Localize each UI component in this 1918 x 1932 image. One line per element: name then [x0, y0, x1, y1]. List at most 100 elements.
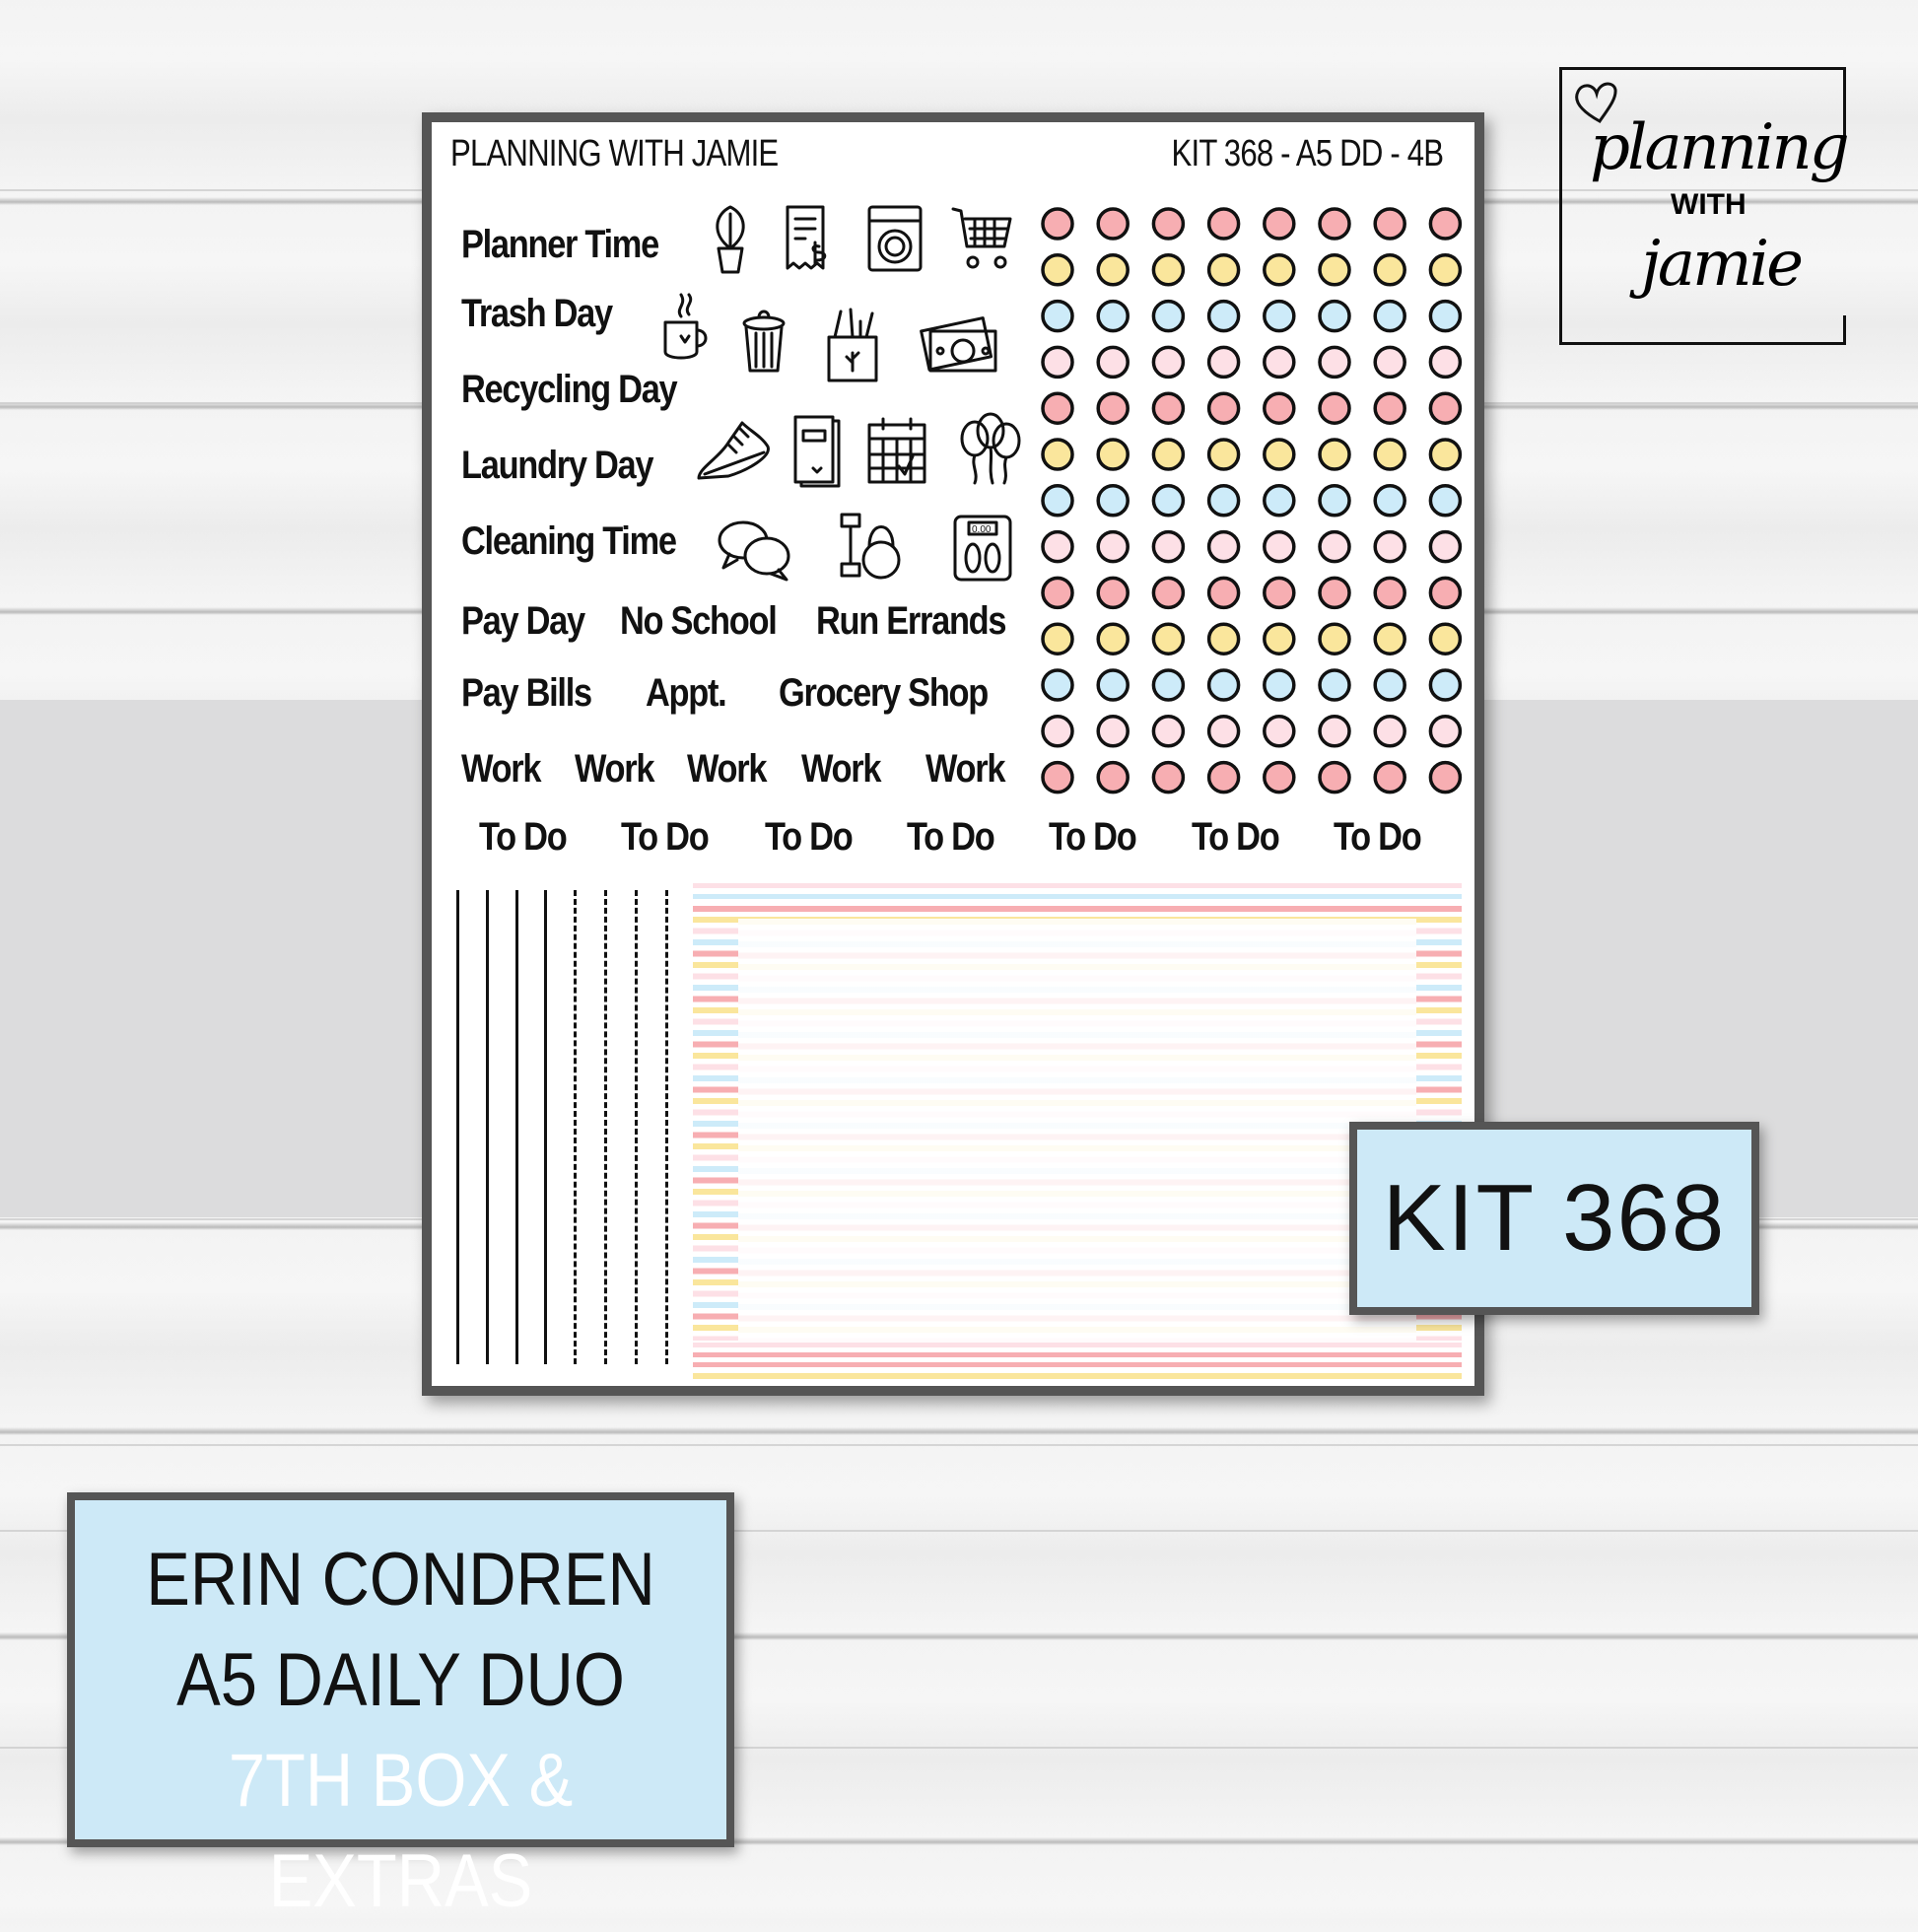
dot-sticker-light-pink[interactable]	[1428, 529, 1463, 564]
dot-sticker-light-pink[interactable]	[1041, 345, 1074, 380]
dot-sticker-blue[interactable]	[1428, 299, 1463, 333]
dot-sticker-light-pink[interactable]	[1263, 529, 1296, 564]
sticker-label[interactable]: Pay Bills	[461, 671, 592, 715]
dot-sticker-pink[interactable]	[1041, 576, 1074, 610]
dot-sticker-yellow[interactable]	[1318, 438, 1351, 471]
coffee-mug-icon[interactable]	[663, 293, 708, 360]
dot-sticker-yellow[interactable]	[1151, 253, 1186, 287]
trash-can-icon[interactable]	[742, 310, 786, 373]
dot-sticker-yellow[interactable]	[1206, 438, 1241, 471]
sticker-label[interactable]: Cleaning Time	[461, 519, 677, 563]
dot-sticker-pink[interactable]	[1041, 207, 1074, 241]
dot-sticker-light-pink[interactable]	[1206, 345, 1241, 380]
dot-sticker-yellow[interactable]	[1263, 622, 1296, 656]
sticker-label[interactable]: Planner Time	[461, 223, 659, 266]
sticker-label[interactable]: To Do	[1192, 815, 1280, 859]
dot-sticker-pink[interactable]	[1096, 391, 1130, 425]
dot-sticker-light-pink[interactable]	[1206, 715, 1241, 748]
sticker-label[interactable]: Trash Day	[461, 292, 613, 335]
dot-sticker-yellow[interactable]	[1318, 622, 1351, 656]
sticker-label[interactable]: Pay Day	[461, 599, 585, 643]
dot-sticker-blue[interactable]	[1096, 668, 1130, 702]
dot-sticker-pink[interactable]	[1373, 576, 1406, 610]
dot-sticker-pink[interactable]	[1096, 576, 1130, 610]
grocery-bag-icon[interactable]	[827, 308, 878, 382]
speech-bubbles-icon[interactable]	[718, 520, 790, 582]
sticker-label[interactable]: To Do	[907, 815, 995, 859]
dashed-line-sticker[interactable]	[635, 890, 638, 1364]
dot-sticker-blue[interactable]	[1263, 484, 1296, 518]
balloons-icon[interactable]	[960, 412, 1021, 485]
dot-sticker-pink[interactable]	[1428, 760, 1463, 794]
dot-sticker-yellow[interactable]	[1206, 622, 1241, 656]
dot-sticker-light-pink[interactable]	[1263, 715, 1296, 748]
dot-sticker-light-pink[interactable]	[1373, 715, 1406, 748]
dot-sticker-light-pink[interactable]	[1373, 529, 1406, 564]
dot-sticker-light-pink[interactable]	[1318, 715, 1351, 748]
dot-sticker-blue[interactable]	[1041, 668, 1074, 702]
solid-line-sticker[interactable]	[486, 890, 489, 1364]
dot-sticker-blue[interactable]	[1151, 484, 1186, 518]
bathroom-scale-icon[interactable]: 0.00	[953, 515, 1012, 582]
sneaker-icon[interactable]	[697, 421, 770, 480]
sticker-label[interactable]: Work	[801, 747, 882, 791]
dot-sticker-yellow[interactable]	[1373, 253, 1406, 287]
dot-sticker-pink[interactable]	[1263, 207, 1296, 241]
dot-sticker-pink[interactable]	[1041, 760, 1074, 794]
washing-machine-icon[interactable]	[867, 205, 923, 272]
dot-sticker-yellow[interactable]	[1041, 438, 1074, 471]
sticker-label[interactable]: No School	[620, 599, 778, 643]
solid-line-sticker[interactable]	[515, 890, 518, 1364]
dashed-line-sticker[interactable]	[574, 890, 577, 1364]
dot-sticker-light-pink[interactable]	[1151, 345, 1186, 380]
dot-sticker-blue[interactable]	[1041, 484, 1074, 518]
dot-sticker-yellow[interactable]	[1428, 253, 1463, 287]
dot-sticker-blue[interactable]	[1373, 668, 1406, 702]
dot-sticker-yellow[interactable]	[1096, 622, 1130, 656]
dot-sticker-pink[interactable]	[1206, 576, 1241, 610]
dot-sticker-yellow[interactable]	[1151, 622, 1186, 656]
dot-sticker-pink[interactable]	[1206, 207, 1241, 241]
dot-sticker-blue[interactable]	[1428, 668, 1463, 702]
dot-sticker-blue[interactable]	[1263, 299, 1296, 333]
solid-line-sticker[interactable]	[544, 890, 547, 1364]
dot-sticker-light-pink[interactable]	[1318, 529, 1351, 564]
dot-sticker-blue[interactable]	[1373, 299, 1406, 333]
dot-sticker-blue[interactable]	[1096, 299, 1130, 333]
dot-sticker-pink[interactable]	[1151, 207, 1186, 241]
dot-sticker-pink[interactable]	[1373, 760, 1406, 794]
sticker-label[interactable]: Work	[575, 747, 655, 791]
dot-sticker-yellow[interactable]	[1373, 622, 1406, 656]
dot-sticker-light-pink[interactable]	[1373, 345, 1406, 380]
dot-sticker-blue[interactable]	[1151, 299, 1186, 333]
dot-sticker-pink[interactable]	[1206, 391, 1241, 425]
dot-sticker-light-pink[interactable]	[1096, 345, 1130, 380]
dot-sticker-yellow[interactable]	[1041, 622, 1074, 656]
sticker-label[interactable]: To Do	[621, 815, 710, 859]
sticker-label[interactable]: To Do	[479, 815, 568, 859]
plant-icon[interactable]	[716, 205, 745, 274]
sticker-label[interactable]: To Do	[1049, 815, 1137, 859]
dot-sticker-blue[interactable]	[1041, 299, 1074, 333]
dot-sticker-light-pink[interactable]	[1041, 715, 1074, 748]
dot-sticker-blue[interactable]	[1151, 668, 1186, 702]
dot-sticker-yellow[interactable]	[1263, 438, 1296, 471]
sticker-label[interactable]: Grocery Shop	[779, 671, 989, 715]
dot-sticker-blue[interactable]	[1206, 484, 1241, 518]
dot-sticker-pink[interactable]	[1263, 391, 1296, 425]
dot-sticker-light-pink[interactable]	[1096, 715, 1130, 748]
dot-sticker-pink[interactable]	[1318, 207, 1351, 241]
dot-sticker-pink[interactable]	[1318, 576, 1351, 610]
dashed-line-sticker[interactable]	[604, 890, 607, 1364]
dot-sticker-yellow[interactable]	[1373, 438, 1406, 471]
dot-sticker-yellow[interactable]	[1428, 438, 1463, 471]
dot-sticker-light-pink[interactable]	[1428, 345, 1463, 380]
dot-sticker-yellow[interactable]	[1263, 253, 1296, 287]
solid-line-sticker[interactable]	[456, 890, 459, 1364]
dot-sticker-blue[interactable]	[1263, 668, 1296, 702]
dashed-line-sticker[interactable]	[665, 890, 668, 1364]
dot-sticker-pink[interactable]	[1151, 760, 1186, 794]
dot-sticker-pink[interactable]	[1041, 391, 1074, 425]
dot-sticker-light-pink[interactable]	[1096, 529, 1130, 564]
dot-sticker-light-pink[interactable]	[1318, 345, 1351, 380]
